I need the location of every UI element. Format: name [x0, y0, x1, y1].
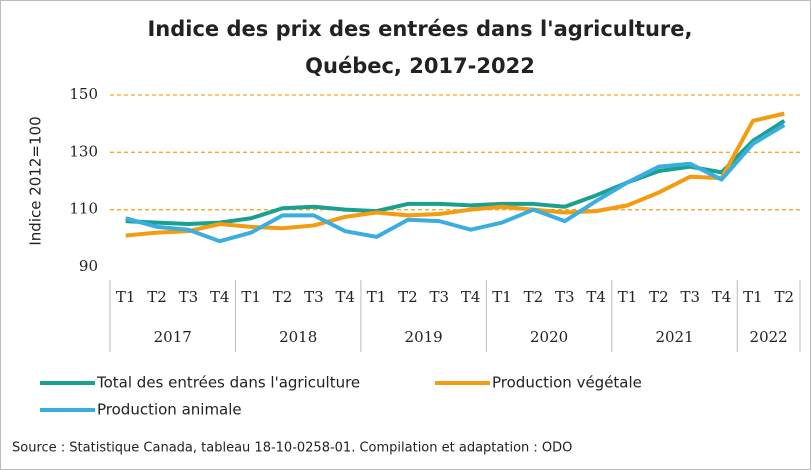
- x-tick-label: T4: [461, 288, 481, 306]
- x-tick-label: T2: [775, 288, 795, 306]
- x-group-label: 2018: [279, 328, 317, 346]
- x-tick-label: T1: [492, 288, 512, 306]
- x-tick-label: T2: [273, 288, 293, 306]
- x-tick-label: T4: [712, 288, 732, 306]
- series-line: [125, 111, 785, 238]
- x-group-label: 2019: [405, 328, 443, 346]
- legend-label: Production animale: [97, 401, 242, 419]
- x-tick-label: T2: [398, 288, 418, 306]
- y-tick-label: 110: [69, 200, 98, 218]
- x-group-label: 2020: [530, 328, 568, 346]
- x-tick-label: T4: [210, 288, 230, 306]
- x-tick-label: T3: [304, 288, 324, 306]
- x-group-label: 2017: [154, 328, 192, 346]
- x-group-label: 2021: [655, 328, 693, 346]
- x-tick-label: T1: [241, 288, 261, 306]
- x-tick-label: T3: [555, 288, 575, 306]
- x-tick-label: T4: [335, 288, 355, 306]
- x-tick-label: T1: [618, 288, 638, 306]
- x-tick-label: T2: [524, 288, 544, 306]
- legend-label: Total des entrées dans l'agriculture: [96, 374, 360, 392]
- series-line: [125, 119, 786, 226]
- x-tick-label: T3: [680, 288, 700, 306]
- x-group-label: 2022: [750, 328, 788, 346]
- x-tick-label: T3: [179, 288, 199, 306]
- chart-title: Indice des prix des entrées dans l'agric…: [147, 17, 692, 41]
- y-tick-label: 130: [69, 142, 98, 160]
- x-tick-label: T2: [147, 288, 167, 306]
- y-tick-label: 150: [69, 85, 98, 103]
- x-tick-label: T3: [430, 288, 450, 306]
- y-tick-label: 90: [79, 257, 98, 275]
- x-tick-label: T1: [116, 288, 136, 306]
- chart-title: Québec, 2017-2022: [305, 54, 535, 78]
- source: Source : Statistique Canada, tableau 18-…: [12, 441, 572, 456]
- x-tick-label: T2: [649, 288, 669, 306]
- legend-label: Production végétale: [492, 374, 642, 392]
- y-axis-label: Indice 2012=100: [27, 116, 45, 245]
- series-line: [125, 123, 786, 244]
- x-tick-label: T1: [367, 288, 387, 306]
- x-tick-label: T4: [586, 288, 606, 306]
- x-tick-label: T1: [743, 288, 763, 306]
